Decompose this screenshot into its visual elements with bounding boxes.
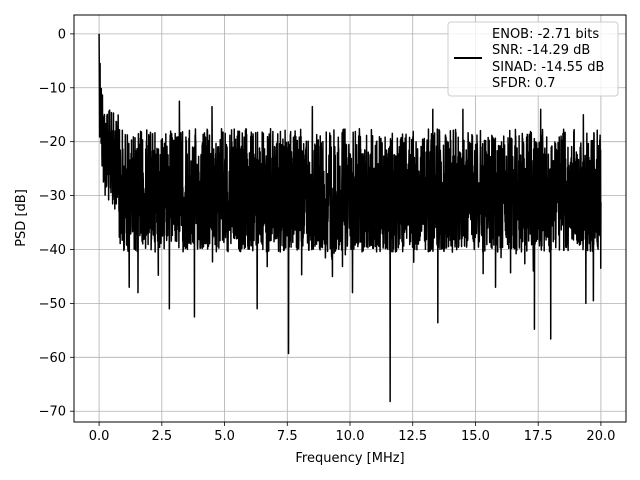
psd-series-line [98, 33, 602, 403]
x-axis-label: Frequency [MHz] [295, 451, 404, 466]
y-tick-label: −40 [39, 243, 66, 258]
x-tick-label: 20.0 [586, 429, 615, 444]
x-tick-label: 0.0 [89, 429, 110, 444]
x-tick-label: 5.0 [214, 429, 235, 444]
legend-entry-sinad: SINAD: -14.55 dB [492, 60, 604, 75]
y-tick-label: −10 [39, 81, 66, 96]
data-layer [98, 33, 602, 403]
x-axis: 0.0 2.5 5.0 7.5 10.0 12.5 15.0 17.5 20.0 [89, 422, 615, 444]
x-tick-label: 7.5 [277, 429, 298, 444]
y-tick-label: −60 [39, 351, 66, 366]
x-tick-label: 17.5 [524, 429, 553, 444]
x-tick-label: 15.0 [461, 429, 490, 444]
x-tick-label: 12.5 [398, 429, 427, 444]
y-axis: 0 −10 −20 −30 −40 −50 −60 −70 [39, 27, 74, 420]
legend-entry-enob: ENOB: -2.71 bits [492, 27, 599, 42]
y-tick-label: −70 [39, 405, 66, 420]
y-tick-label: 0 [58, 27, 66, 42]
y-tick-label: −50 [39, 297, 66, 312]
legend-entry-snr: SNR: -14.29 dB [492, 43, 590, 58]
y-axis-label: PSD [dB] [14, 189, 29, 247]
legend-entry-sfdr: SFDR: 0.7 [492, 76, 556, 91]
y-tick-label: −30 [39, 189, 66, 204]
legend-box [447, 21, 619, 97]
x-tick-label: 10.0 [336, 429, 365, 444]
x-tick-label: 2.5 [151, 429, 172, 444]
y-tick-label: −20 [39, 135, 66, 150]
legend: ENOB: -2.71 bits SNR: -14.29 dB SINAD: -… [447, 21, 619, 97]
